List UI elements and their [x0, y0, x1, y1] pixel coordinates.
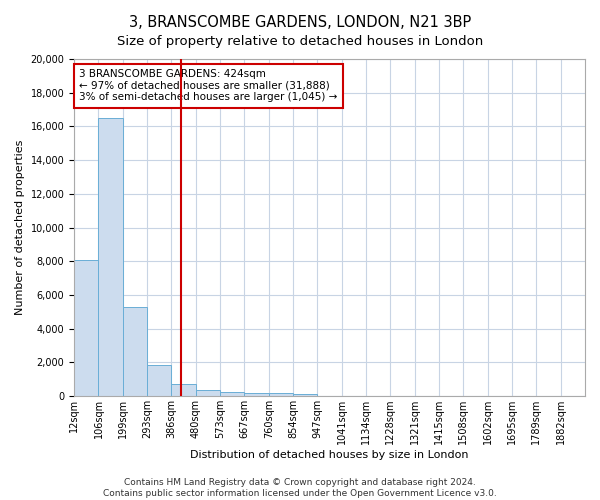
- Bar: [172, 384, 196, 396]
- Bar: [220, 392, 244, 396]
- Text: Size of property relative to detached houses in London: Size of property relative to detached ho…: [117, 35, 483, 48]
- Bar: [147, 365, 172, 396]
- Bar: [269, 394, 293, 396]
- Text: 3, BRANSCOMBE GARDENS, LONDON, N21 3BP: 3, BRANSCOMBE GARDENS, LONDON, N21 3BP: [129, 15, 471, 30]
- Bar: [293, 394, 317, 396]
- Bar: [244, 393, 269, 396]
- Bar: [98, 118, 123, 396]
- Y-axis label: Number of detached properties: Number of detached properties: [15, 140, 25, 316]
- X-axis label: Distribution of detached houses by size in London: Distribution of detached houses by size …: [190, 450, 469, 460]
- Bar: [74, 260, 98, 396]
- Text: Contains HM Land Registry data © Crown copyright and database right 2024.
Contai: Contains HM Land Registry data © Crown c…: [103, 478, 497, 498]
- Bar: [123, 307, 147, 396]
- Text: 3 BRANSCOMBE GARDENS: 424sqm
← 97% of detached houses are smaller (31,888)
3% of: 3 BRANSCOMBE GARDENS: 424sqm ← 97% of de…: [79, 69, 338, 102]
- Bar: [196, 390, 220, 396]
